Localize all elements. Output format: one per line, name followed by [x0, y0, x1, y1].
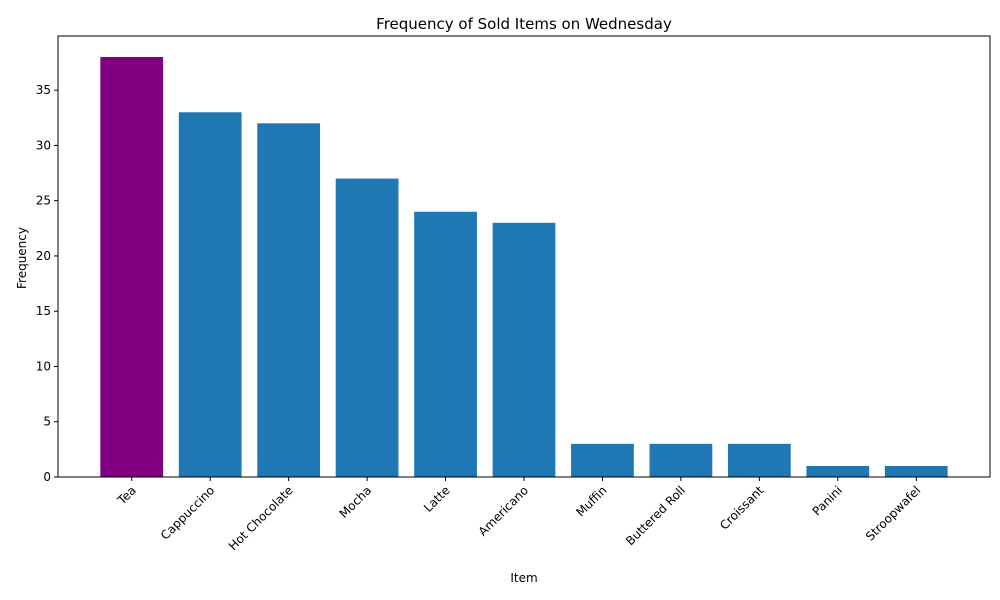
x-tick-label: Tea [114, 483, 139, 508]
chart-title: Frequency of Sold Items on Wednesday [376, 15, 672, 33]
y-tick-label: 0 [43, 470, 51, 484]
x-tick-label: Cappuccino [158, 483, 217, 542]
y-tick-label: 25 [36, 194, 51, 208]
x-tick-label: Americano [476, 483, 531, 538]
bar-panini [806, 465, 870, 477]
y-tick-label: 5 [43, 415, 51, 429]
x-tick-label: Mocha [337, 483, 375, 521]
y-axis-ticks: 0 5 10 15 20 25 30 35 [36, 83, 58, 484]
x-tick-label: Stroopwafel [863, 483, 923, 543]
bars-group [100, 57, 948, 478]
y-axis-label: Frequency [15, 227, 29, 289]
y-tick-label: 30 [36, 138, 51, 152]
x-tick-label: Croissant [717, 483, 767, 533]
bar-hot-chocolate [257, 123, 321, 477]
y-tick-label: 15 [36, 304, 51, 318]
bar-muffin [571, 443, 634, 477]
bar-mocha [335, 178, 399, 477]
x-axis-ticks: Tea Cappuccino Hot Chocolate Mocha Latte Amer… [114, 477, 923, 553]
y-tick-label: 10 [36, 359, 51, 373]
bar-croissant [727, 443, 791, 477]
y-tick-label: 20 [36, 249, 51, 263]
bar-tea [100, 57, 164, 477]
bar-americano [492, 222, 556, 477]
bar-cappuccino [178, 112, 242, 477]
x-tick-label: Muffin [573, 483, 609, 519]
bar-buttered-roll [649, 443, 713, 477]
bar-stroopwafel [884, 465, 948, 477]
x-tick-label: Latte [421, 483, 453, 515]
x-axis-label: Item [510, 571, 537, 585]
y-tick-label: 35 [36, 83, 51, 97]
plot-frame [57, 35, 991, 478]
x-tick-label: Panini [810, 483, 845, 518]
bar-latte [414, 211, 477, 478]
x-tick-label: Buttered Roll [623, 483, 688, 548]
x-tick-label: Hot Chocolate [226, 483, 296, 553]
